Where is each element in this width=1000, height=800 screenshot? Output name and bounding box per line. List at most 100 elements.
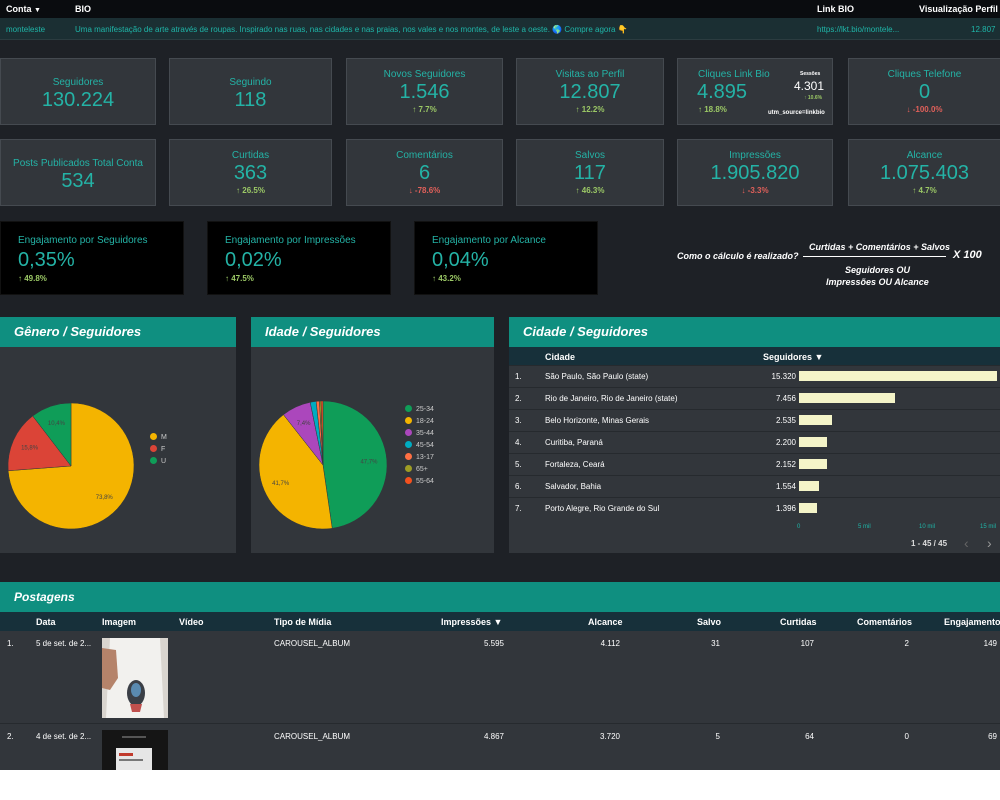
engagement-delta: ↑ 47.5% <box>225 274 254 283</box>
gender-slice-U[interactable] <box>32 402 72 467</box>
table-row[interactable]: 3. Belo Horizonte, Minas Gerais 2.535 <box>509 409 1000 430</box>
row-engajamento: 149 <box>983 639 997 648</box>
post-thumbnail-image[interactable] <box>102 638 168 718</box>
row-value: 2.535 <box>775 416 796 425</box>
link-bio-header: Link BIO <box>817 4 855 14</box>
prev-page-icon[interactable]: ‹ <box>964 535 969 551</box>
card-value: 4.895 <box>697 81 748 103</box>
city-axis-tick: 0 <box>797 524 801 530</box>
card-cliques-link-bio: Cliques Link Bio 4.895 ↑ 18.8% Sessões 4… <box>677 58 833 125</box>
card-label: Novos Seguidores <box>383 69 466 80</box>
formula-multiplier: X 100 <box>953 249 982 261</box>
row-number: 1. <box>7 639 14 648</box>
card-posts-publicados: Posts Publicados Total Conta 534 <box>0 139 156 206</box>
col-imagem[interactable]: Imagem <box>102 617 137 627</box>
age-legend-swatch <box>405 453 412 460</box>
age-panel: Idade / Seguidores 47,7% 41,7% 7,4% 25-34 1… <box>251 317 494 553</box>
gender-legend-item[interactable]: U <box>150 457 166 465</box>
sessoes-label: Sessões <box>800 71 821 77</box>
row-value: 15.320 <box>771 372 796 381</box>
row-number: 2. <box>515 394 522 403</box>
card-delta: ↑ 18.8% <box>698 105 727 114</box>
col-data[interactable]: Data <box>36 617 56 627</box>
followers-column-header[interactable]: Seguidores ▼ <box>763 352 824 362</box>
card-value: 0 <box>918 81 931 103</box>
post-thumbnail-image[interactable] <box>102 730 168 770</box>
row-city: Belo Horizonte, Minas Gerais <box>545 416 650 425</box>
row-bar <box>799 393 896 403</box>
table-row[interactable]: 2. Rio de Janeiro, Rio de Janeiro (state)… <box>509 387 1000 408</box>
row-salvo: 31 <box>711 639 720 648</box>
row-impressoes: 5.595 <box>483 639 504 648</box>
table-row[interactable]: 4. Curitiba, Paraná 2.200 <box>509 431 1000 452</box>
account-dropdown[interactable]: Conta ▼ <box>6 4 41 14</box>
age-legend-item[interactable]: 18-24 <box>405 417 434 425</box>
age-legend-item[interactable]: 45-54 <box>405 441 434 449</box>
age-legend-item[interactable]: 25-34 <box>405 405 434 413</box>
age-legend-item[interactable]: 65+ <box>405 465 428 473</box>
row-salvo: 5 <box>715 732 720 741</box>
city-table-header: Cidade Seguidores ▼ <box>509 347 1000 365</box>
card-comentarios: Comentários 6 ↓ -78.6% <box>346 139 503 206</box>
gender-legend-label: U <box>161 458 167 465</box>
row-city: São Paulo, São Paulo (state) <box>545 372 649 381</box>
row-alcance: 3.720 <box>599 732 620 741</box>
age-pie-chart: 47,7% 41,7% 7,4% <box>258 400 388 530</box>
table-row[interactable]: 7. Porto Alegre, Rio Grande do Sul 1.396 <box>509 497 1000 518</box>
table-row[interactable]: 5. Fortaleza, Ceará 2.152 <box>509 453 1000 474</box>
row-value: 2.152 <box>775 460 796 469</box>
city-pagination: 1 - 45 / 45 <box>911 539 948 548</box>
col-curtidas[interactable]: Curtidas <box>780 617 817 627</box>
card-seguidores: Seguidores 130.224 <box>0 58 156 125</box>
table-row[interactable]: 1. São Paulo, São Paulo (state) 15.320 <box>509 365 1000 386</box>
city-column-header[interactable]: Cidade <box>545 352 576 362</box>
table-row[interactable]: 1. 5 de set. de 2... CAROUSEL_ALBUM 5.59… <box>0 631 1000 724</box>
row-media-type: CAROUSEL_ALBUM <box>274 639 351 648</box>
engagement-card-impressoes: Engajamento por Impressões 0,02% ↑ 47.5% <box>207 221 391 295</box>
city-axis-tick: 10 mil <box>919 524 936 530</box>
next-page-icon[interactable]: › <box>987 535 992 551</box>
table-row[interactable]: 2. 4 de set. de 2... CAROUSEL_ALBUM 4.86… <box>0 724 1000 770</box>
age-slice-18-24[interactable] <box>258 414 333 530</box>
age-legend-swatch <box>405 417 412 424</box>
gender-legend-item[interactable]: F <box>150 445 165 453</box>
visualizacao-header: Visualização Perfil <box>919 4 998 14</box>
row-city: Rio de Janeiro, Rio de Janeiro (state) <box>545 394 678 403</box>
row-city: Curitiba, Paraná <box>545 438 603 447</box>
visualizacao-value: 12.807 <box>971 25 996 34</box>
age-legend-label: 45-54 <box>416 442 434 449</box>
age-slice-55-64[interactable] <box>320 400 324 466</box>
link-bio-url[interactable]: https://lkt.bio/montele... <box>817 25 900 34</box>
card-value: 1.075.403 <box>880 162 969 184</box>
card-delta: ↓ -3.3% <box>741 186 769 195</box>
card-cliques-telefone: Cliques Telefone 0 ↓ -100.0% <box>848 58 1000 125</box>
card-label: Seguindo <box>229 77 272 88</box>
card-delta: ↑ 26.5% <box>236 186 265 195</box>
row-city: Porto Alegre, Rio Grande do Sul <box>545 504 660 513</box>
engagement-delta: ↑ 49.8% <box>18 274 47 283</box>
gender-slice-F[interactable] <box>7 415 72 472</box>
card-novos-seguidores: Novos Seguidores 1.546 ↑ 7.7% <box>346 58 503 125</box>
gender-legend-label: F <box>161 446 166 453</box>
col-impressoes[interactable]: Impressões ▼ <box>441 617 503 627</box>
city-panel: Cidade / Seguidores Cidade Seguidores ▼ … <box>509 317 1000 553</box>
col-video[interactable]: Vídeo <box>179 617 204 627</box>
col-salvo[interactable]: Salvo <box>697 617 722 627</box>
card-delta: ↑ 4.7% <box>912 186 937 195</box>
col-tipo[interactable]: Tipo de Mídia <box>274 617 332 627</box>
gender-legend-item[interactable]: M <box>150 433 167 441</box>
chevron-down-icon: ▼ <box>34 7 41 14</box>
row-value: 1.396 <box>775 504 796 513</box>
engagement-value: 0,35% <box>18 249 75 271</box>
row-bar <box>799 503 818 513</box>
age-legend-item[interactable]: 13-17 <box>405 453 434 461</box>
age-legend-item[interactable]: 35-44 <box>405 429 434 437</box>
table-row[interactable]: 6. Salvador, Bahia 1.554 <box>509 475 1000 496</box>
col-alcance[interactable]: Alcance <box>588 617 623 627</box>
age-legend-item[interactable]: 55-64 <box>405 477 434 485</box>
col-comentarios[interactable]: Comentários <box>857 617 913 627</box>
card-label: Cliques Link Bio <box>698 69 770 80</box>
formula-denominator-2: Impressões OU Alcance <box>826 277 929 287</box>
age-slice-25-34[interactable] <box>322 400 388 529</box>
col-engajamento[interactable]: Engajamento <box>944 617 1000 627</box>
